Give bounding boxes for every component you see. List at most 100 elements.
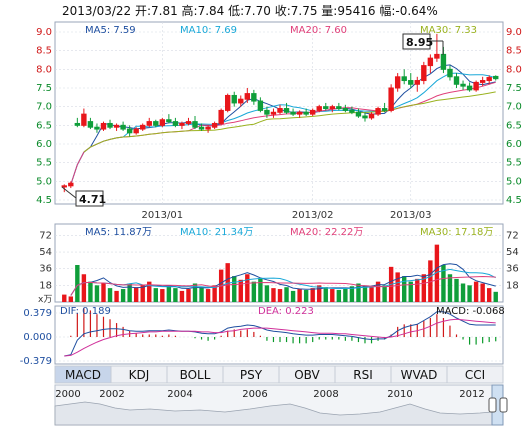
candle	[159, 117, 166, 128]
volume-bar	[447, 274, 453, 302]
macd-panel: DIF: 0.189 DEA: 0.223 MACD: -0.068 0.379 0.…	[20, 305, 505, 367]
volume-bar	[356, 283, 361, 302]
candle	[479, 76, 486, 87]
volume-ytick-left: 18	[39, 280, 52, 291]
candle	[153, 119, 159, 128]
candle	[133, 127, 139, 135]
candle	[166, 114, 172, 124]
volume-bar	[258, 277, 263, 302]
volume-bar	[310, 288, 315, 302]
volume-panel: MA5: 11.87万 MA10: 21.34万 MA20: 22.22万 MA30:…	[38, 223, 519, 305]
candle	[355, 108, 362, 118]
price-ytick-right: 6.0	[506, 139, 522, 150]
tab-macd[interactable]: MACD	[54, 365, 112, 384]
volume-bar	[140, 285, 145, 302]
tab-kdj[interactable]: KDJ	[110, 365, 168, 384]
candle	[323, 102, 329, 111]
candle	[251, 89, 257, 105]
volume-bar	[107, 288, 113, 302]
price-ytick-left: 5.0	[36, 176, 52, 187]
candle	[205, 125, 211, 133]
tab-background[interactable]	[446, 365, 504, 384]
candle	[87, 117, 94, 130]
volume-bar	[317, 285, 322, 302]
volume-bar	[147, 281, 152, 302]
volume-bar	[402, 276, 407, 302]
price-panel: MA5: 7.59 MA10: 7.69 MA20: 7.60 MA30: 7.33 …	[36, 21, 522, 221]
volume-bar	[434, 244, 440, 302]
candle	[394, 73, 401, 92]
volume-ytick-right: 18	[506, 280, 519, 291]
tab-obv[interactable]: OBV	[278, 365, 336, 384]
price-xtick: 2013/01	[142, 210, 184, 221]
candle	[270, 108, 277, 118]
timeline-year: 2008	[313, 389, 338, 400]
candle	[408, 73, 414, 88]
high-annotation: 8.95	[402, 33, 444, 55]
volume-bar	[192, 283, 198, 302]
candle	[198, 123, 205, 131]
volume-unit: x万	[38, 295, 52, 305]
price-ytick-right: 4.5	[506, 195, 522, 206]
volume-bar	[415, 278, 420, 302]
candle	[185, 117, 192, 126]
volume-bar	[160, 289, 165, 302]
volume-bar	[166, 285, 172, 302]
volume-bar	[336, 289, 342, 302]
candle	[316, 104, 322, 113]
price-ytick-left: 6.5	[36, 120, 52, 131]
candle	[296, 110, 303, 118]
timeline-year: 2006	[242, 389, 267, 400]
candle	[218, 108, 224, 126]
macd-ytick: 0.379	[23, 308, 52, 319]
volume-bar	[127, 283, 132, 302]
price-ytick-right: 5.0	[506, 176, 522, 187]
volume-bar	[493, 291, 498, 302]
volume-ma-legend: MA5: 11.87万	[85, 227, 152, 238]
volume-bar	[323, 287, 328, 302]
macd-ytick: -0.379	[20, 356, 52, 367]
timeline-handle-left[interactable]	[488, 397, 497, 413]
volume-bar	[271, 288, 276, 302]
volume-bar	[467, 285, 472, 302]
volume-bar	[88, 281, 93, 302]
volume-bar	[303, 289, 309, 302]
candle	[362, 112, 368, 122]
candle	[277, 104, 283, 115]
volume-bar	[277, 289, 283, 302]
volume-bar	[153, 288, 158, 302]
volume-bar	[199, 287, 204, 302]
price-ma-legend: MA20: 7.60	[290, 25, 347, 36]
candle	[113, 123, 120, 131]
volume-bar	[473, 281, 479, 302]
candle	[81, 108, 87, 128]
volume-ma-legend: MA10: 21.34万	[180, 227, 253, 238]
tab-label: MACD	[65, 368, 101, 382]
tab-rsi[interactable]: RSI	[334, 365, 392, 384]
tab-wvad[interactable]: WVAD	[390, 365, 448, 384]
timeline-handle-right[interactable]	[499, 397, 508, 413]
macd-ytick: 0.000	[23, 332, 52, 343]
candle	[225, 93, 231, 113]
timeline-area	[54, 401, 504, 426]
volume-bar	[290, 290, 296, 302]
candle	[486, 75, 492, 85]
tab-cci[interactable]: CCI	[446, 365, 504, 384]
volume-bar	[101, 283, 106, 302]
candle	[473, 80, 479, 92]
tab-psy[interactable]: PSY	[222, 365, 280, 384]
candle	[146, 117, 152, 128]
candle	[427, 54, 434, 74]
price-xtick: 2013/02	[292, 210, 334, 221]
candle	[375, 106, 381, 116]
volume-bar	[395, 272, 400, 302]
candle	[303, 108, 309, 116]
price-ytick-left: 8.5	[36, 46, 52, 57]
volume-ma5-line	[70, 263, 496, 296]
tab-boll[interactable]: BOLL	[166, 365, 224, 384]
volume-bar	[343, 288, 348, 302]
candle	[493, 75, 499, 81]
volume-bar	[173, 288, 178, 302]
candle	[107, 119, 113, 130]
candle	[414, 76, 420, 92]
